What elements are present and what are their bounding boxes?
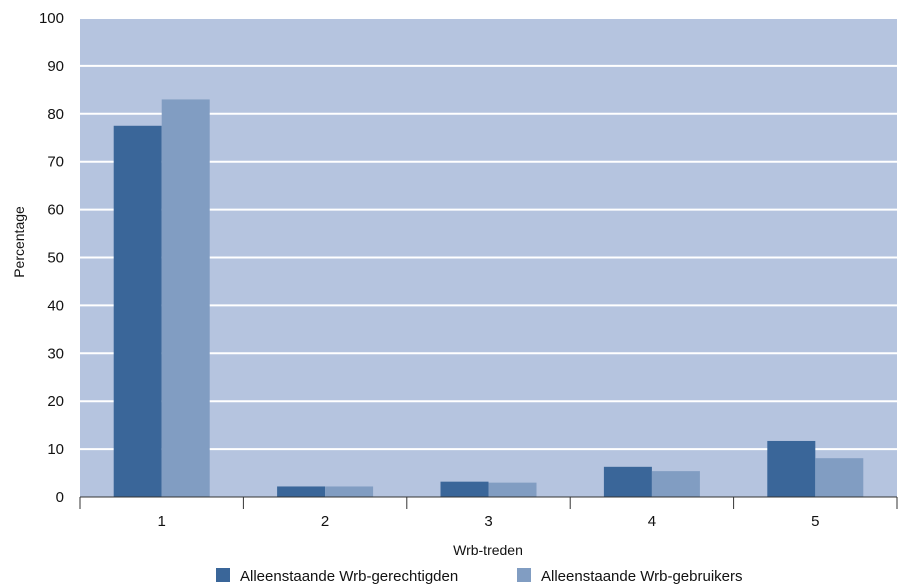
- y-tick-label: 70: [47, 154, 64, 171]
- x-axis-title: Wrb-treden: [453, 542, 523, 558]
- bar: [161, 99, 210, 498]
- y-tick-label: 60: [47, 202, 64, 219]
- x-tick-label: 2: [321, 513, 329, 530]
- y-tick-label: 30: [47, 345, 64, 362]
- y-tick-label: 90: [47, 58, 64, 75]
- y-tick-label: 20: [47, 393, 64, 410]
- legend-label-gerechtigden: Alleenstaande Wrb-gerechtigden: [240, 568, 458, 585]
- bar: [815, 458, 864, 497]
- y-tick-label: 40: [47, 297, 64, 314]
- x-tick-label: 5: [811, 513, 819, 530]
- y-axis-title: Percentage: [11, 206, 27, 278]
- bar: [603, 466, 652, 497]
- y-tick-label: 50: [47, 250, 64, 267]
- x-axis: 1 2 3 4 5: [79, 496, 898, 530]
- bar: [651, 471, 700, 497]
- y-tick-label: 0: [56, 489, 64, 506]
- bar: [277, 486, 326, 497]
- y-tick-label: 10: [47, 441, 64, 458]
- x-tick-label: 4: [648, 513, 656, 530]
- y-tick-label: 100: [39, 10, 64, 27]
- gridlines: [80, 17, 897, 451]
- bar: [440, 481, 489, 497]
- bar: [767, 440, 816, 497]
- bar: [325, 486, 374, 497]
- legend-swatch-gebruikers: [517, 568, 531, 582]
- bars: [113, 99, 864, 498]
- x-tick-label: 1: [158, 513, 166, 530]
- x-tick-label: 3: [484, 513, 492, 530]
- legend-swatch-gerechtigden: [216, 568, 230, 582]
- y-tick-label: 80: [47, 106, 64, 123]
- bar: [488, 482, 537, 497]
- legend: Alleenstaande Wrb-gerechtigden Alleensta…: [216, 568, 743, 585]
- bar: [113, 125, 162, 498]
- legend-label-gebruikers: Alleenstaande Wrb-gebruikers: [541, 568, 743, 585]
- y-axis: 0 10 20 30 40 50 60 70 80 90 100: [39, 10, 64, 506]
